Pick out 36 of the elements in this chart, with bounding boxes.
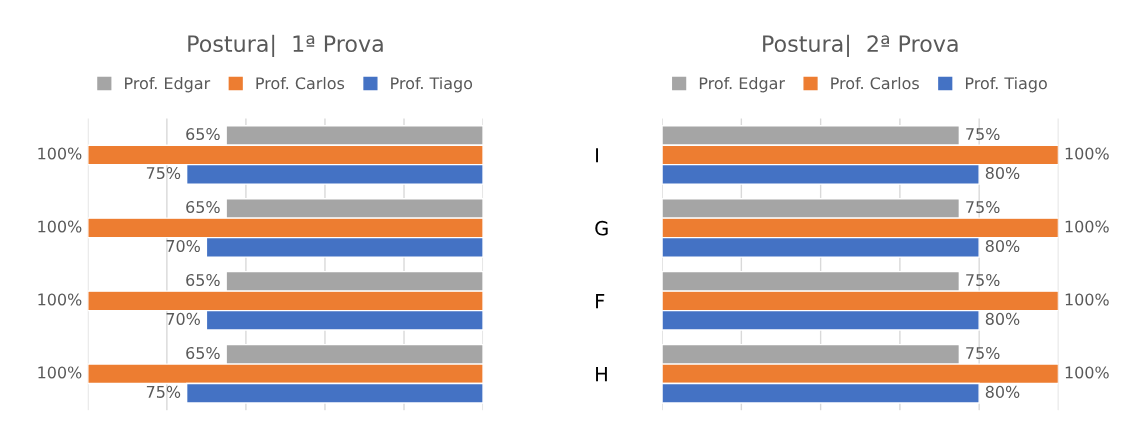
legend-label: Prof. Carlos [256, 76, 345, 90]
data-label: 80% [985, 166, 1020, 180]
data-label: 65% [186, 273, 220, 287]
data-label: 100% [38, 366, 82, 379]
data-label: 75% [966, 346, 1000, 359]
data-label: 75% [146, 166, 181, 180]
data-label: 80% [985, 239, 1020, 252]
data-label: 100% [38, 293, 82, 306]
y-tick-label: H [596, 367, 607, 382]
data-label: 100% [1065, 220, 1109, 233]
data-label: 75% [966, 273, 1000, 287]
y-tick-label: G [595, 220, 608, 236]
data-label: 75% [966, 128, 1000, 141]
data-label: 100% [38, 220, 82, 233]
data-label: 70% [166, 312, 200, 325]
data-label: 65% [186, 128, 220, 141]
chart-title: Postura| 1ª Prova [188, 34, 383, 58]
data-label: 65% [186, 346, 220, 359]
legend-label: Prof. Tiago [965, 76, 1047, 93]
data-label: 80% [985, 312, 1020, 325]
legend-label: Prof. Edgar [699, 76, 785, 93]
data-label: 100% [38, 147, 82, 160]
data-label: 65% [186, 200, 220, 214]
data-label: 100% [1065, 147, 1109, 160]
legend-label: Prof. Tiago [391, 76, 473, 93]
data-label: 100% [1065, 366, 1109, 379]
legend-label: Prof. Edgar [125, 76, 211, 93]
data-label: 75% [966, 200, 1000, 214]
legend-label: Prof. Carlos [831, 76, 919, 90]
y-tick-label: F [596, 294, 605, 309]
y-tick-label: I [596, 148, 598, 163]
chart-title: Postura| 2ª Prova [763, 34, 958, 58]
data-label: 70% [166, 239, 200, 252]
data-label: 100% [1065, 293, 1109, 306]
data-label: 80% [985, 385, 1020, 398]
data-label: 75% [146, 385, 181, 398]
